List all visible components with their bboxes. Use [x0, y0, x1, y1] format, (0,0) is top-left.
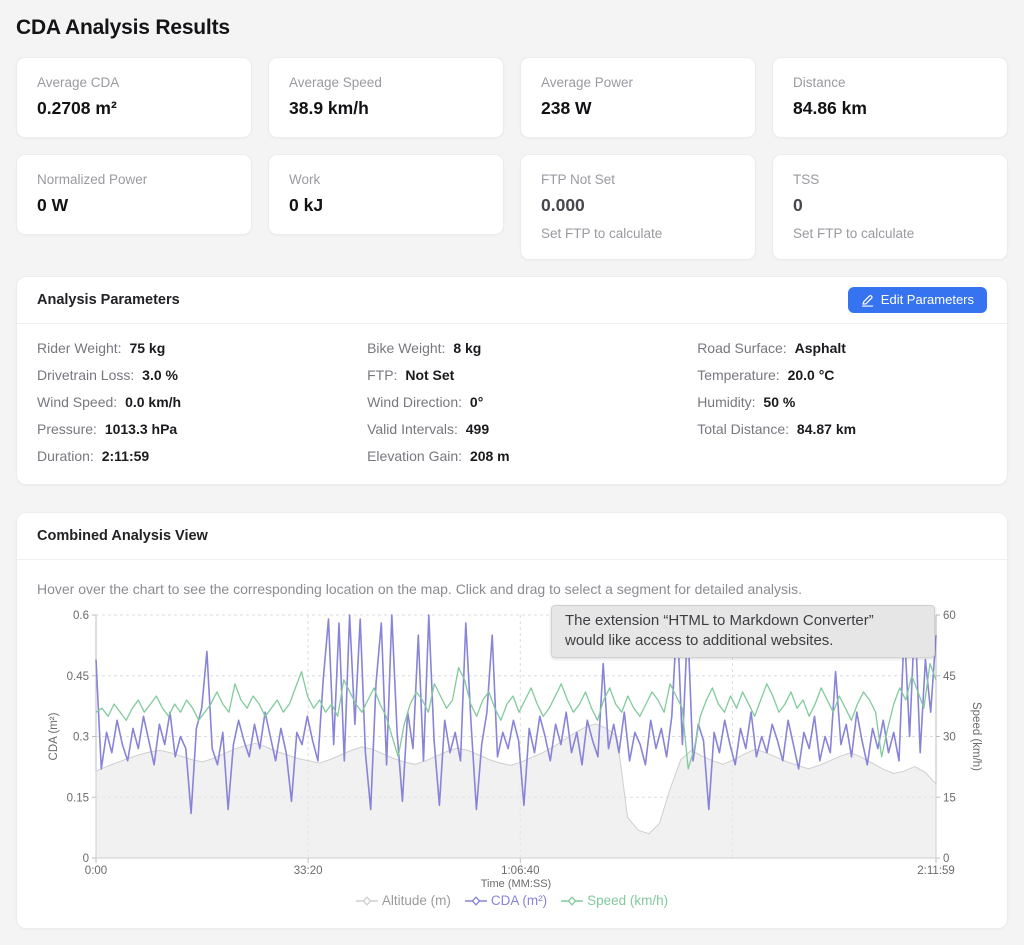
stat-label: Work: [289, 172, 321, 187]
stat-value: 0 kJ: [289, 195, 324, 215]
svg-text:0.45: 0.45: [67, 671, 89, 683]
combined-analysis-body: Hover over the chart to see the correspo…: [17, 560, 1007, 928]
edit-parameters-label: Edit Parameters: [880, 292, 974, 307]
stat-value: 0 W: [37, 195, 69, 215]
parameter-item: Pressure: 1013.3 hPa: [37, 421, 178, 437]
svg-text:0:00: 0:00: [85, 865, 107, 877]
stat-label: Normalized Power: [37, 172, 148, 187]
svg-text:CDA (m²): CDA (m²): [48, 712, 60, 760]
parameter-item: Valid Intervals: 499: [367, 421, 490, 437]
svg-text:0.15: 0.15: [67, 792, 89, 804]
legend-item[interactable]: Speed (km/h): [561, 893, 668, 908]
notification-line: would like access to additional websites…: [565, 632, 834, 649]
svg-text:Time (MM:SS): Time (MM:SS): [481, 878, 551, 890]
stat-card-work: Work 0 kJ: [268, 154, 504, 235]
notification-line: The extension “HTML to Markdown Converte…: [565, 612, 874, 629]
svg-text:45: 45: [943, 671, 956, 683]
svg-text:33:20: 33:20: [294, 865, 323, 877]
chart-legend: Altitude (m) CDA (m²) Speed (km/h): [37, 893, 987, 908]
svg-text:1:06:40: 1:06:40: [501, 865, 539, 877]
stat-value: 38.9 km/h: [289, 98, 369, 118]
stat-label: Distance: [793, 75, 846, 90]
stat-card-average-speed: Average Speed 38.9 km/h: [268, 57, 504, 138]
svg-text:15: 15: [943, 792, 956, 804]
legend-label: Altitude (m): [381, 893, 451, 908]
chart-hint-text: Hover over the chart to see the correspo…: [37, 581, 802, 597]
svg-text:30: 30: [943, 732, 956, 744]
svg-text:0: 0: [943, 853, 949, 865]
parameter-item: Elevation Gain: 208 m: [367, 448, 510, 464]
stat-value: 238 W: [541, 98, 592, 118]
parameter-item: Bike Weight: 8 kg: [367, 340, 482, 356]
combined-chart-canvas[interactable]: 0 0 0.15 15 0.3 30 0.45 45 0.6 60 0:00 33:20 1:06:40…: [37, 603, 989, 893]
stat-card-ftp: FTP Not Set 0.000 Set FTP to calculate: [520, 154, 756, 260]
parameter-item: Drivetrain Loss: 3.0 %: [37, 367, 178, 383]
legend-item[interactable]: Altitude (m): [355, 893, 451, 908]
parameter-item: Duration: 2:11:59: [37, 448, 150, 464]
legend-marker-icon: [561, 895, 584, 906]
svg-text:0.6: 0.6: [73, 610, 89, 622]
stat-hint: Set FTP to calculate: [541, 226, 663, 241]
page-title: CDA Analysis Results: [16, 16, 230, 39]
stat-hint: Set FTP to calculate: [793, 226, 915, 241]
parameter-column: Road Surface: Asphalt Temperature: 20.0 °…: [697, 340, 987, 464]
legend-item[interactable]: CDA (m²): [464, 893, 548, 908]
legend-marker-icon: [464, 895, 487, 906]
combined-analysis-card: Combined Analysis View Hover over the ch…: [16, 512, 1008, 929]
stat-value: 0.2708 m²: [37, 98, 117, 118]
edit-parameters-button[interactable]: Edit Parameters: [847, 287, 987, 313]
parameter-item: Total Distance: 84.87 km: [697, 421, 857, 437]
analysis-parameters-header: Analysis Parameters Edit Parameters: [17, 277, 1007, 324]
stat-card-tss: TSS 0 Set FTP to calculate: [772, 154, 1008, 260]
parameter-item: FTP: Not Set: [367, 367, 455, 383]
stats-row-1: Average CDA 0.2708 m² Average Speed 38.9…: [16, 57, 1008, 138]
legend-marker-icon: [355, 895, 378, 906]
edit-pencil-icon: [861, 294, 874, 307]
parameter-column: Bike Weight: 8 kg FTP: Not Set Wind Direct…: [367, 340, 677, 464]
parameter-item: Road Surface: Asphalt: [697, 340, 846, 356]
parameter-item: Rider Weight: 75 kg: [37, 340, 166, 356]
stat-value: 0.000: [541, 195, 585, 215]
analysis-parameters-title: Analysis Parameters: [37, 292, 180, 308]
stat-label: Average CDA: [37, 75, 120, 90]
svg-text:60: 60: [943, 610, 956, 622]
legend-label: Speed (km/h): [587, 893, 669, 908]
stat-label: Average Speed: [289, 75, 382, 90]
stat-card-average-power: Average Power 238 W: [520, 57, 756, 138]
svg-text:0.3: 0.3: [73, 732, 89, 744]
stat-value: 84.86 km: [793, 98, 867, 118]
svg-text:Speed (km/h): Speed (km/h): [970, 702, 982, 771]
stats-row-2: Normalized Power 0 W Work 0 kJ FTP Not S…: [16, 154, 1008, 260]
combined-analysis-title: Combined Analysis View: [37, 528, 208, 544]
parameter-item: Wind Speed: 0.0 km/h: [37, 394, 182, 410]
svg-text:0: 0: [83, 853, 89, 865]
analysis-parameters-card: Analysis Parameters Edit Parameters Ride…: [16, 276, 1008, 485]
stat-label: FTP Not Set: [541, 172, 616, 187]
svg-text:2:11:59: 2:11:59: [917, 865, 955, 877]
combined-analysis-header: Combined Analysis View: [17, 513, 1007, 560]
stat-card-distance: Distance 84.86 km: [772, 57, 1008, 138]
stat-card-normalized-power: Normalized Power 0 W: [16, 154, 252, 235]
parameter-item: Wind Direction: 0°: [367, 394, 484, 410]
stat-label: TSS: [793, 172, 820, 187]
stat-label: Average Power: [541, 75, 634, 90]
stat-value: 0: [793, 195, 803, 215]
parameter-item: Humidity: 50 %: [697, 394, 796, 410]
parameters-grid: Rider Weight: 75 kg Drivetrain Loss: 3.0 …: [17, 324, 1007, 484]
parameter-column: Rider Weight: 75 kg Drivetrain Loss: 3.0 …: [37, 340, 347, 464]
parameter-item: Temperature: 20.0 °C: [697, 367, 835, 383]
extension-permission-notification: The extension “HTML to Markdown Converte…: [551, 605, 935, 658]
legend-label: CDA (m²): [490, 893, 548, 908]
stat-card-average-cda: Average CDA 0.2708 m²: [16, 57, 252, 138]
